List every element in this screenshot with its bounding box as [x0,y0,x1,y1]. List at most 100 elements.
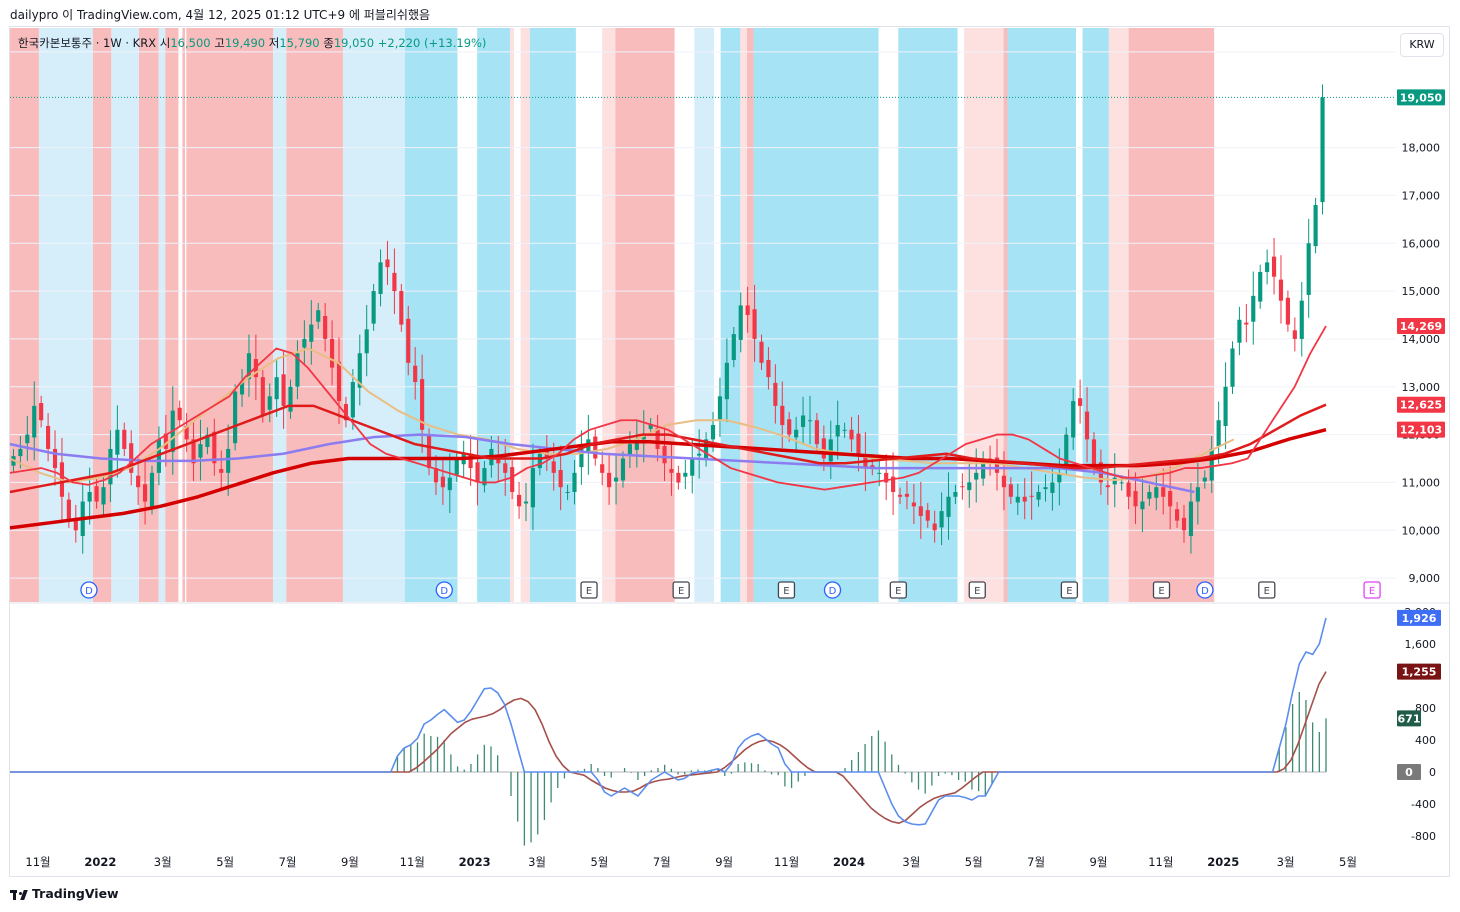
signal-line [10,671,1327,825]
candle-body [177,407,182,421]
ma-price-label-bg [1397,396,1445,413]
candle-body [392,272,397,292]
candle-body [1029,495,1034,497]
trend-band [740,28,747,602]
candle-body [1313,204,1318,247]
trend-band [404,28,458,602]
price-axis-label: 9,000 [1409,572,1441,585]
event-marker-label: E [586,586,592,597]
candle-body [600,464,605,473]
earnings-marker [1363,581,1381,599]
candle-body [1105,485,1110,488]
tradingview-brand: TradingView [32,886,119,901]
candle-body [1064,434,1069,468]
last-price-label-bg [1397,89,1445,106]
trend-band [138,28,159,602]
last-price-label: 19,050 [1400,91,1443,104]
candle-body [503,463,508,473]
price-axis-label: 10,000 [1402,524,1441,537]
time-axis-label: 2025 [1207,855,1239,869]
candle-body [420,379,425,430]
candle-body [530,468,536,508]
candle-body [939,511,944,528]
candle-body [274,377,279,400]
candle-body [766,359,771,378]
candle-body [731,334,736,360]
candle-body [46,425,51,449]
candle-body [191,439,196,464]
trend-band [158,28,166,602]
candle-body [759,341,764,363]
symbol-info: 한국카본보통주 · 1W · KRX 시16,500 고19,490 저15,7… [18,35,486,51]
time-axis-label: 5월 [965,855,983,869]
macd-value-label-bg [1397,764,1421,780]
trend-band [694,28,715,602]
time-axis-label: 5월 [216,855,234,869]
candle-body [690,458,695,476]
macd-value-label: 671 [1398,712,1421,725]
candle-body [101,487,106,505]
candle-body [267,396,272,410]
candle-body [884,472,889,483]
candle-body [1050,482,1055,493]
candle-body [1071,401,1076,438]
candle-body [752,309,757,339]
candle-body [537,453,542,469]
candle-body [787,419,792,435]
candle-body [108,448,113,485]
candle-body [1057,472,1062,483]
trend-band [182,28,186,602]
earnings-marker [1060,581,1079,599]
dividend-marker [823,581,842,599]
candle-body [835,425,840,437]
time-axis-label: 2023 [459,855,491,869]
candle-body [607,472,612,488]
high-value: 19,490 [224,36,266,50]
candle-body [904,493,910,497]
event-marker-label: E [974,586,980,597]
candle-body [433,468,439,483]
open-label: 시 [159,36,171,50]
candle-body [856,433,861,454]
candle-body [974,472,979,480]
time-axis-label: 2024 [833,855,865,869]
candle-body [129,443,134,473]
candle-body [413,365,418,382]
currency-button[interactable]: KRW [1400,33,1444,57]
candle-body [260,377,265,416]
candle-body [1008,484,1013,497]
trend-band [746,28,754,602]
chart-frame [9,26,1450,877]
candle-body [891,476,896,492]
time-axis-label: 11월 [774,855,799,869]
tradingview-logo[interactable]: TradingView [10,886,119,901]
candle-body [226,448,231,473]
candle-body [1133,491,1138,507]
candle-body [1175,509,1180,521]
candle-body [371,291,376,324]
candle-body [1209,448,1214,481]
ma-purple-line [9,433,1195,494]
candle-body [925,510,930,521]
ma-price-label-bg [1397,421,1445,438]
tradingview-logo-icon [10,889,28,900]
ma-price-label: 12,625 [1400,399,1442,412]
candle-body [1140,501,1145,510]
event-marker-label: E [678,586,684,597]
event-marker-label: E [1264,586,1270,597]
candle-body [52,448,58,469]
trend-band [38,28,93,602]
macd-value-label: 0 [1405,766,1413,779]
dividend-marker [435,581,453,599]
candle-body [323,315,328,339]
macd-axis-label: 0 [1429,766,1436,779]
trend-band [477,28,511,602]
price-axis-label: 14,000 [1402,333,1441,346]
ma-price-label-bg [1397,318,1445,335]
ma-mid-line [9,403,1327,494]
candle-body [627,444,632,456]
candle-body [800,415,806,427]
time-axis-label: 5월 [590,855,608,869]
candle-body [142,484,148,502]
